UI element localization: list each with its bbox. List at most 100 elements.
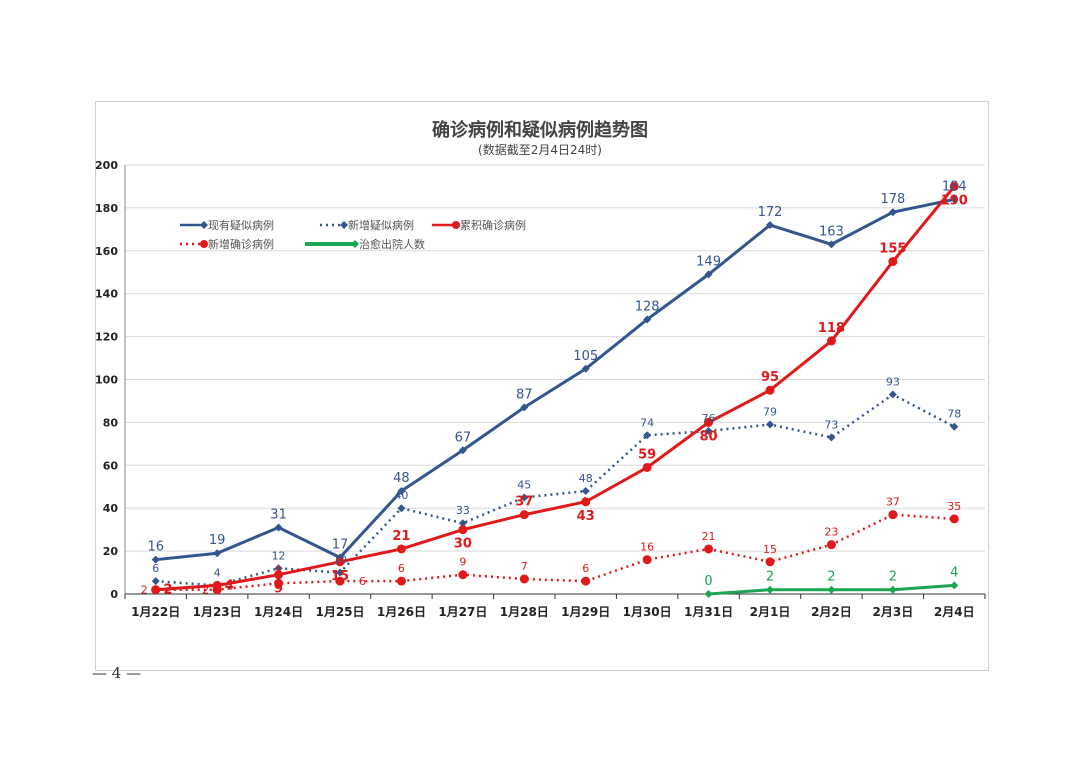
- y-tick-label: 180: [95, 202, 118, 215]
- data-label: 73: [824, 418, 838, 431]
- data-label: 190: [941, 193, 968, 208]
- legend-marker: [452, 221, 460, 229]
- data-point: [888, 510, 898, 520]
- legend-label: 累积确诊病例: [460, 218, 526, 232]
- legend-label: 新增确诊病例: [208, 237, 274, 251]
- data-label: 23: [824, 526, 838, 539]
- data-point: [704, 270, 713, 279]
- data-point: [888, 585, 897, 594]
- chart-title: 确诊病例和疑似病例趋势图: [432, 120, 648, 141]
- data-point: [213, 549, 222, 558]
- data-label: 16: [147, 540, 164, 555]
- data-label: 33: [456, 504, 470, 517]
- data-label: 6: [359, 575, 366, 588]
- legend-marker: [200, 240, 208, 248]
- series-line-3: [155, 185, 956, 592]
- data-label: 67: [455, 430, 472, 445]
- data-label: 163: [819, 224, 844, 239]
- data-point: [826, 540, 836, 550]
- data-point: [519, 510, 529, 520]
- data-point: [335, 557, 345, 567]
- data-label: 80: [700, 429, 718, 444]
- data-label: 43: [577, 509, 595, 524]
- data-point: [151, 585, 161, 595]
- data-label: 37: [515, 495, 533, 510]
- page-number: — 4 —: [92, 664, 142, 682]
- data-point: [274, 564, 283, 573]
- data-label: 16: [640, 541, 654, 554]
- data-point: [643, 431, 652, 440]
- data-point: [704, 590, 713, 598]
- data-label: 2: [141, 584, 148, 597]
- y-tick-label: 0: [110, 588, 118, 601]
- data-point: [581, 364, 590, 373]
- data-point: [704, 417, 714, 427]
- data-point: [397, 487, 406, 496]
- data-label: 155: [879, 242, 906, 257]
- data-label: 17: [332, 538, 349, 553]
- x-tick-label: 1月30日: [623, 605, 672, 619]
- data-point: [458, 446, 467, 455]
- data-label: 2: [889, 570, 897, 585]
- data-point: [949, 514, 959, 524]
- data-point: [458, 525, 468, 535]
- data-label: 48: [579, 472, 593, 485]
- x-tick-label: 1月23日: [193, 605, 242, 619]
- data-point: [888, 390, 897, 399]
- data-point: [274, 578, 284, 588]
- data-point: [704, 426, 713, 435]
- y-tick-label: 100: [95, 374, 118, 387]
- data-label: 6: [398, 562, 405, 575]
- y-tick-label: 40: [103, 502, 119, 515]
- data-point: [519, 574, 529, 584]
- x-tick-label: 2月3日: [873, 605, 914, 619]
- data-label: 4: [950, 565, 958, 580]
- data-label: 105: [573, 349, 598, 364]
- data-point: [458, 570, 468, 580]
- data-point: [396, 576, 406, 586]
- data-label: 40: [394, 489, 408, 502]
- data-point: [336, 568, 344, 577]
- data-point: [950, 422, 959, 431]
- data-point: [274, 570, 284, 580]
- data-label: 6: [582, 562, 589, 575]
- data-label: 93: [886, 376, 900, 389]
- data-point: [827, 585, 836, 594]
- data-point: [274, 523, 283, 532]
- legend-marker: [351, 240, 359, 248]
- data-label: 2: [163, 583, 172, 598]
- legend-marker: [340, 221, 348, 229]
- data-point: [704, 544, 714, 554]
- x-tick-label: 1月22日: [131, 605, 180, 619]
- data-point: [642, 462, 652, 472]
- data-label: 21: [702, 530, 716, 543]
- series-line-1: [155, 197, 955, 562]
- data-point: [581, 576, 591, 586]
- data-point: [520, 493, 529, 502]
- data-point: [826, 336, 836, 346]
- data-label: 74: [640, 416, 654, 429]
- data-point: [212, 585, 222, 595]
- x-tick-label: 1月26日: [377, 605, 426, 619]
- data-label: 59: [638, 447, 656, 462]
- legend-label: 新增疑似病例: [348, 218, 414, 232]
- data-point: [520, 403, 529, 412]
- data-label: 4: [225, 578, 234, 593]
- legend-marker: [200, 221, 208, 229]
- chart-frame: [95, 101, 989, 671]
- data-label: 12: [272, 549, 286, 562]
- data-label: 78: [947, 408, 961, 421]
- data-label: 172: [758, 205, 783, 220]
- data-point: [397, 504, 406, 513]
- data-label: 2: [827, 570, 835, 585]
- data-label: 128: [635, 299, 660, 314]
- data-label: 79: [763, 406, 777, 419]
- data-point: [765, 557, 775, 567]
- data-label: 0: [704, 574, 712, 589]
- data-point: [766, 585, 774, 594]
- data-point: [458, 519, 467, 528]
- y-tick-label: 20: [103, 545, 119, 558]
- data-label: 178: [880, 192, 905, 207]
- data-point: [396, 544, 406, 554]
